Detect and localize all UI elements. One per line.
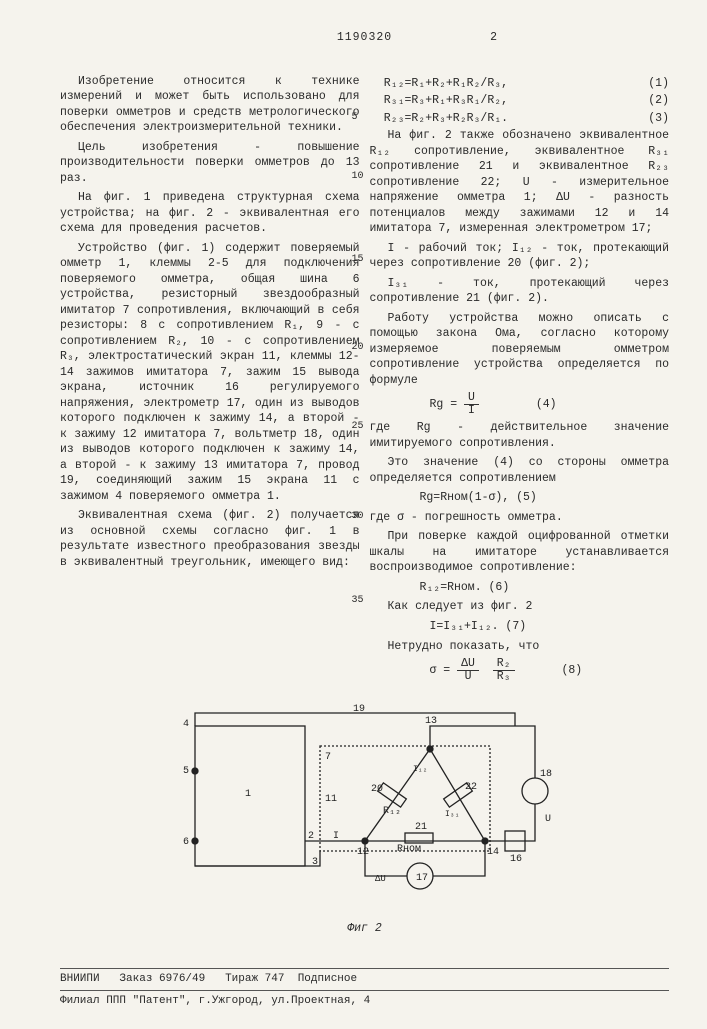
svg-text:18: 18 bbox=[540, 769, 552, 780]
svg-text:I₁₂: I₁₂ bbox=[413, 765, 427, 774]
right-column: R₁₂ =R₁+R₂+R₁R₂/R₃, (1) R₃₁ =R₃+R₁+R₃R₁/… bbox=[370, 74, 670, 687]
paragraph: На фиг. 1 приведена структурная схема ус… bbox=[60, 190, 360, 237]
svg-text:20: 20 bbox=[371, 784, 383, 795]
svg-text:11: 11 bbox=[325, 794, 337, 805]
line-number: 10 bbox=[352, 170, 364, 184]
paragraph: На фиг. 2 также обозначено эквивалентное… bbox=[370, 128, 670, 237]
paragraph: I - рабочий ток; I₁₂ - ток, протекающий … bbox=[370, 241, 670, 272]
line-number: 25 bbox=[352, 420, 364, 434]
document-number: 1190320 bbox=[60, 30, 669, 46]
equation-5: Rg=Rном(1-σ), (5) bbox=[420, 490, 670, 506]
page-number: 2 bbox=[490, 30, 497, 46]
paragraph: Изобретение относится к технике измерени… bbox=[60, 74, 360, 136]
paragraph: Это значение (4) со стороны омметра опре… bbox=[370, 455, 670, 486]
schematic-svg: 19 4 13 7 11 1 20 22 21 18 16 17 12 14 5… bbox=[165, 701, 565, 911]
equation-3: R₂₃ =R₂+R₃+R₂R₃/R₁. (3) bbox=[370, 111, 670, 127]
circuit-diagram: 19 4 13 7 11 1 20 22 21 18 16 17 12 14 5… bbox=[165, 701, 565, 936]
paragraph: Цель изобретения - повышение производите… bbox=[60, 140, 360, 187]
footer-org: ВНИИПИ bbox=[60, 973, 100, 985]
equation-2: R₃₁ =R₃+R₁+R₃R₁/R₂, (2) bbox=[370, 93, 670, 109]
paragraph: Работу устройства можно описать с помощь… bbox=[370, 311, 670, 389]
footer-tirage: Тираж 747 bbox=[225, 973, 284, 985]
svg-text:2: 2 bbox=[308, 831, 314, 842]
text-columns: Изобретение относится к технике измерени… bbox=[60, 74, 669, 687]
line-number: 30 bbox=[352, 510, 364, 524]
line-number: 20 bbox=[352, 341, 364, 355]
footer-sub: Подписное bbox=[298, 973, 357, 985]
svg-text:1: 1 bbox=[245, 789, 251, 800]
paragraph: Как следует из фиг. 2 bbox=[370, 599, 670, 615]
paragraph: Нетрудно показать, что bbox=[370, 639, 670, 655]
line-number: 35 bbox=[352, 594, 364, 608]
equation-1: R₁₂ =R₁+R₂+R₁R₂/R₃, (1) bbox=[370, 76, 670, 92]
svg-text:7: 7 bbox=[325, 752, 331, 763]
equation-6: R₁₂=Rном. (6) bbox=[420, 580, 670, 596]
line-number: 15 bbox=[352, 253, 364, 267]
left-column: Изобретение относится к технике измерени… bbox=[60, 74, 360, 687]
svg-text:R₁₂: R₁₂ bbox=[383, 806, 401, 817]
svg-text:16: 16 bbox=[510, 854, 522, 865]
svg-text:I₃₁: I₃₁ bbox=[445, 810, 459, 819]
paragraph: где Rg - действительное значение имитиру… bbox=[370, 420, 670, 451]
svg-text:21: 21 bbox=[415, 822, 427, 833]
svg-text:4: 4 bbox=[183, 719, 189, 730]
equation-8: σ = ΔUU R₂R₃ (8) bbox=[430, 658, 670, 682]
paragraph: где σ - погрешность омметра. bbox=[370, 510, 670, 526]
svg-text:19: 19 bbox=[353, 704, 365, 715]
paragraph: При поверке каждой оцифрованной отметки … bbox=[370, 529, 670, 576]
svg-text:3: 3 bbox=[312, 857, 318, 868]
svg-text:U: U bbox=[545, 814, 551, 825]
svg-text:ΔU: ΔU bbox=[375, 874, 386, 884]
paragraph: Эквивалентная схема (фиг. 2) получается … bbox=[60, 508, 360, 570]
equation-4: Rg = UI (4) bbox=[430, 392, 670, 416]
svg-text:22: 22 bbox=[465, 782, 477, 793]
figure-label: Фиг 2 bbox=[165, 921, 565, 937]
paragraph: Устройство (фиг. 1) содержит поверяемый … bbox=[60, 241, 360, 505]
footer-order: Заказ 6976/49 bbox=[119, 973, 205, 985]
svg-text:I: I bbox=[333, 831, 339, 842]
line-number: 5 bbox=[352, 111, 358, 125]
svg-text:Rном: Rном bbox=[397, 844, 421, 855]
paragraph: I₃₁ - ток, протекающий через сопротивлен… bbox=[370, 276, 670, 307]
imprint-footer: ВНИИПИ Заказ 6976/49 Тираж 747 Подписное… bbox=[60, 961, 669, 1009]
equation-7: I=I₃₁+I₁₂. (7) bbox=[430, 619, 670, 635]
footer-branch: Филиал ППП "Патент", г.Ужгород, ул.Проек… bbox=[60, 995, 370, 1007]
svg-text:5: 5 bbox=[183, 766, 189, 777]
svg-text:14: 14 bbox=[487, 847, 499, 858]
svg-text:12: 12 bbox=[357, 847, 369, 858]
svg-text:17: 17 bbox=[416, 873, 428, 884]
svg-text:13: 13 bbox=[425, 716, 437, 727]
svg-text:6: 6 bbox=[183, 837, 189, 848]
